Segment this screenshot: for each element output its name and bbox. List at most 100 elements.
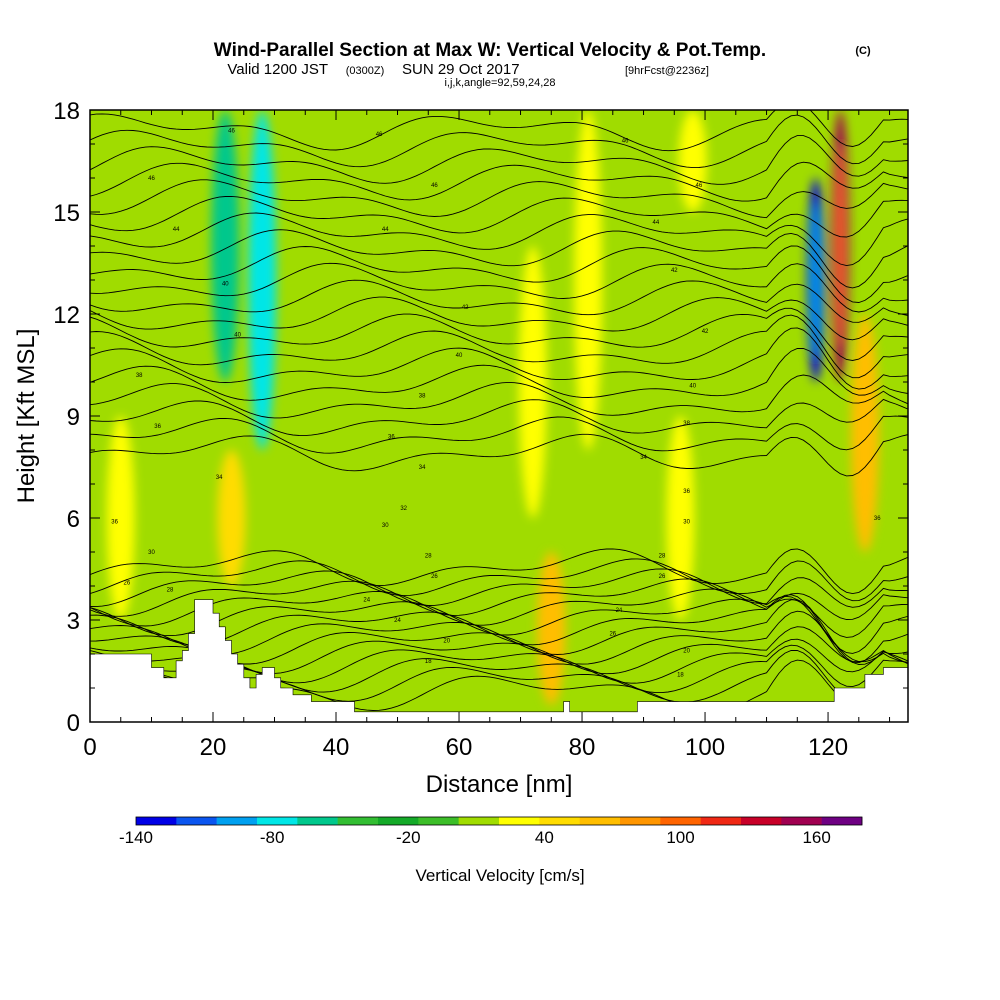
isentrope-line xyxy=(90,415,908,454)
colorbar-tick-label: -20 xyxy=(396,828,421,847)
isentrope-label: 26 xyxy=(659,574,666,580)
valid-date: SUN 29 Oct 2017 xyxy=(402,61,520,78)
grid-indices: i,j,k,angle=92,59,24,28 xyxy=(444,77,555,89)
y-tick-label: 0 xyxy=(67,710,80,737)
colorbar-tick-label: -80 xyxy=(260,828,285,847)
isentrope-label: 18 xyxy=(677,672,684,678)
x-tick-label: 100 xyxy=(685,734,725,761)
y-tick-label: 18 xyxy=(53,98,80,125)
isentrope-label: 26 xyxy=(609,632,616,638)
isentrope-label: 44 xyxy=(652,220,659,226)
x-tick-label: 0 xyxy=(83,734,96,761)
isentrope-label: 34 xyxy=(419,465,426,471)
isentrope-label: 36 xyxy=(388,434,395,440)
isentrope-label: 34 xyxy=(640,455,647,461)
isentrope-label: 40 xyxy=(234,332,241,338)
forecast-info: [9hrFcst@2236z] xyxy=(625,65,709,77)
isentrope-line xyxy=(90,327,908,390)
isentrope-label: 24 xyxy=(394,618,401,624)
x-tick-label: 80 xyxy=(569,734,596,761)
isentrope-label: 38 xyxy=(683,421,690,427)
colorbar-swatch xyxy=(499,817,540,825)
isentrope-line xyxy=(90,195,908,238)
colorbar-tick-label: -140 xyxy=(119,828,153,847)
isentrope-line xyxy=(90,307,908,361)
velocity-feature xyxy=(248,110,277,450)
isentrope-label: 40 xyxy=(456,353,463,359)
plot-area: 46 46 46 46 44 46 44 46 44 40 40 42 42 40 42 38 38 40 36 36… xyxy=(90,110,908,722)
velocity-feature xyxy=(666,416,695,620)
isentrope-line xyxy=(90,568,908,608)
isentrope-label: 38 xyxy=(136,373,143,379)
x-tick-label: 60 xyxy=(446,734,473,761)
isentrope-label: 26 xyxy=(124,581,131,587)
velocity-feature xyxy=(537,552,566,705)
vertical-velocity-field xyxy=(106,110,879,705)
isentrope-label: 40 xyxy=(222,281,229,287)
isentrope-label: 46 xyxy=(228,128,235,134)
isentrope-label: 26 xyxy=(431,574,438,580)
colorbar-swatch xyxy=(136,817,177,825)
isentrope-line xyxy=(90,374,908,419)
colorbar-swatch xyxy=(176,817,217,825)
potential-temperature-labels: 46 46 46 46 44 46 44 46 44 40 40 42 42 40 42 38 38 40 36 36… xyxy=(111,128,881,678)
isentrope-label: 46 xyxy=(696,183,703,189)
velocity-feature xyxy=(518,246,547,518)
x-tick-label: 40 xyxy=(323,734,350,761)
isentrope-label: 44 xyxy=(382,227,389,233)
y-tick-label: 12 xyxy=(53,302,80,329)
velocity-feature-core xyxy=(836,144,845,348)
isentrope-label: 42 xyxy=(462,305,469,311)
velocity-feature-core xyxy=(811,203,820,357)
isentrope-label: 44 xyxy=(173,227,180,233)
isentrope-line xyxy=(90,212,908,267)
colorbar-swatch xyxy=(821,817,863,825)
y-tick-label: 6 xyxy=(67,506,80,533)
isentrope-label: 36 xyxy=(683,489,690,495)
colorbar-swatch xyxy=(700,817,742,825)
isentrope-line xyxy=(90,229,908,289)
colorbar-swatch xyxy=(781,817,822,825)
isentrope-line xyxy=(90,114,908,169)
chart-title: Wind-Parallel Section at Max W: Vertical… xyxy=(214,40,766,61)
colorbar-swatch xyxy=(418,817,459,825)
isentrope-line xyxy=(90,588,908,638)
colorbar-swatch xyxy=(741,817,782,825)
isentrope-label: 30 xyxy=(382,523,389,529)
colorbar-swatch xyxy=(297,817,338,825)
x-tick-label: 120 xyxy=(808,734,848,761)
isentrope-label: 40 xyxy=(689,383,696,389)
isentrope-label: 46 xyxy=(376,132,383,138)
colorbar-frame xyxy=(135,816,863,826)
colorbar-swatch xyxy=(378,817,419,825)
isentrope-label: 24 xyxy=(363,598,370,604)
valid-utc: (0300Z) xyxy=(346,65,385,77)
isentrope-line xyxy=(90,433,908,477)
isentrope-line xyxy=(90,179,908,219)
y-tick-label: 9 xyxy=(67,404,80,431)
isentrope-line xyxy=(90,262,908,313)
y-tick-label: 3 xyxy=(67,608,80,635)
isentrope-label: 46 xyxy=(622,139,629,145)
isentrope-line xyxy=(90,348,908,401)
colorbar-swatch xyxy=(620,817,661,825)
colorbar-swatch xyxy=(579,817,621,825)
colorbar-swatch xyxy=(660,817,701,825)
velocity-feature xyxy=(574,110,603,450)
isentrope-label: 32 xyxy=(400,506,407,512)
isentrope-line xyxy=(90,161,908,202)
x-tick-label: 20 xyxy=(200,734,227,761)
isentrope-label: 42 xyxy=(702,329,709,335)
isentrope-line xyxy=(90,398,908,437)
colorbar-swatch xyxy=(539,817,580,825)
velocity-feature xyxy=(106,416,135,620)
isentrope-label: 24 xyxy=(616,608,623,614)
colorbar-tick-label: 100 xyxy=(666,828,694,847)
isentrope-label: 18 xyxy=(425,659,432,665)
colorbar-tick-label: 40 xyxy=(535,828,554,847)
isentrope-label: 46 xyxy=(148,176,155,182)
isentrope-label: 30 xyxy=(148,550,155,556)
colorbar-ticks: -140 -80 -20 40 100 160 xyxy=(119,828,831,847)
isentrope-label: 34 xyxy=(216,475,223,481)
